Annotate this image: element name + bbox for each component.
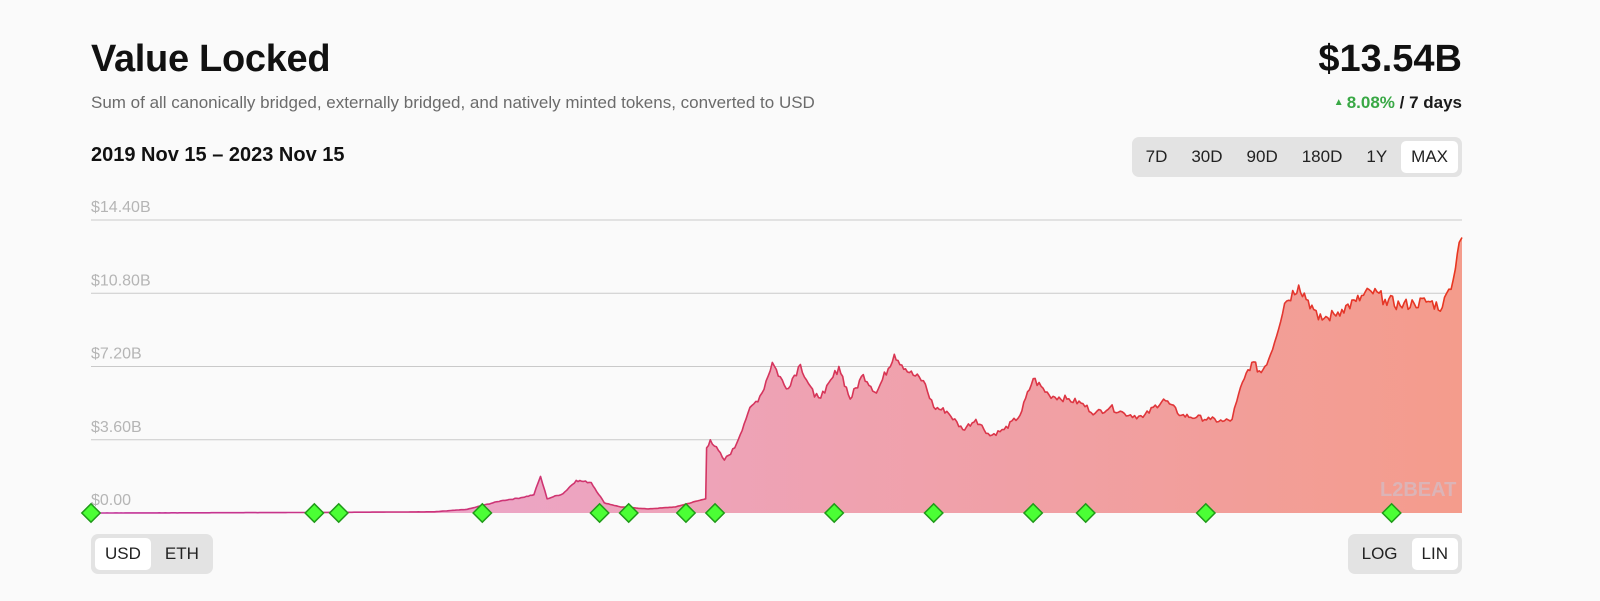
timeframe-7d-button[interactable]: 7D — [1145, 147, 1168, 166]
timeframe-selector: 7D 30D 90D 180D 1Y MAX — [1131, 137, 1462, 177]
milestone-marker[interactable] — [472, 502, 493, 524]
timeframe-1y-button[interactable]: 1Y — [1366, 147, 1388, 166]
milestone-marker[interactable] — [80, 502, 102, 524]
milestone-marker[interactable] — [618, 502, 639, 524]
currency-usd-button[interactable]: USD — [95, 538, 151, 570]
milestone-marker[interactable] — [1195, 502, 1217, 524]
change-period: / 7 days — [1399, 93, 1462, 112]
total-value: $13.54B — [1318, 38, 1462, 80]
y-axis-ticks: $0.00 $3.60B $7.20B $10.80B $14.40B — [91, 199, 151, 509]
scale-log-button[interactable]: LOG — [1361, 544, 1398, 563]
y-tick-label: $7.20B — [91, 346, 142, 363]
currency-eth-button[interactable]: ETH — [164, 544, 199, 563]
timeframe-180d-button[interactable]: 180D — [1301, 147, 1343, 166]
milestone-marker[interactable] — [675, 502, 697, 524]
y-tick-label: $3.60B — [91, 419, 142, 436]
page-subtitle: Sum of all canonically bridged, external… — [91, 93, 815, 112]
milestone-marker[interactable] — [1075, 502, 1096, 524]
milestone-marker[interactable] — [1022, 502, 1044, 524]
milestone-marker[interactable] — [923, 502, 944, 524]
change-percent: 8.08% — [1346, 93, 1395, 112]
tvl-area — [91, 237, 1462, 513]
date-range: 2019 Nov 15 – 2023 Nov 15 — [91, 144, 345, 166]
milestone-marker[interactable] — [704, 502, 726, 524]
timeframe-90d-button[interactable]: 90D — [1246, 147, 1278, 166]
up-arrow-icon: ▲ — [1333, 97, 1344, 108]
value-change: ▲ 8.08% / 7 days — [1334, 93, 1462, 113]
scale-lin-button[interactable]: LIN — [1411, 538, 1458, 570]
y-tick-label: $14.40B — [91, 199, 151, 216]
milestone-marker[interactable] — [304, 502, 325, 524]
milestone-markers — [80, 502, 1402, 524]
page-title: Value Locked — [91, 38, 331, 80]
currency-selector: USD ETH — [91, 534, 213, 574]
milestone-marker[interactable] — [589, 502, 610, 524]
milestone-marker[interactable] — [823, 502, 845, 524]
y-tick-label: $0.00 — [91, 492, 131, 509]
l2beat-watermark-logo: L2BEAT — [1380, 479, 1456, 501]
timeframe-max-button[interactable]: MAX — [1401, 141, 1458, 173]
milestone-marker[interactable] — [328, 502, 349, 524]
milestone-marker[interactable] — [1381, 502, 1402, 524]
y-tick-label: $10.80B — [91, 272, 151, 289]
timeframe-30d-button[interactable]: 30D — [1191, 147, 1223, 166]
scale-selector: LOG LIN — [1347, 534, 1462, 574]
